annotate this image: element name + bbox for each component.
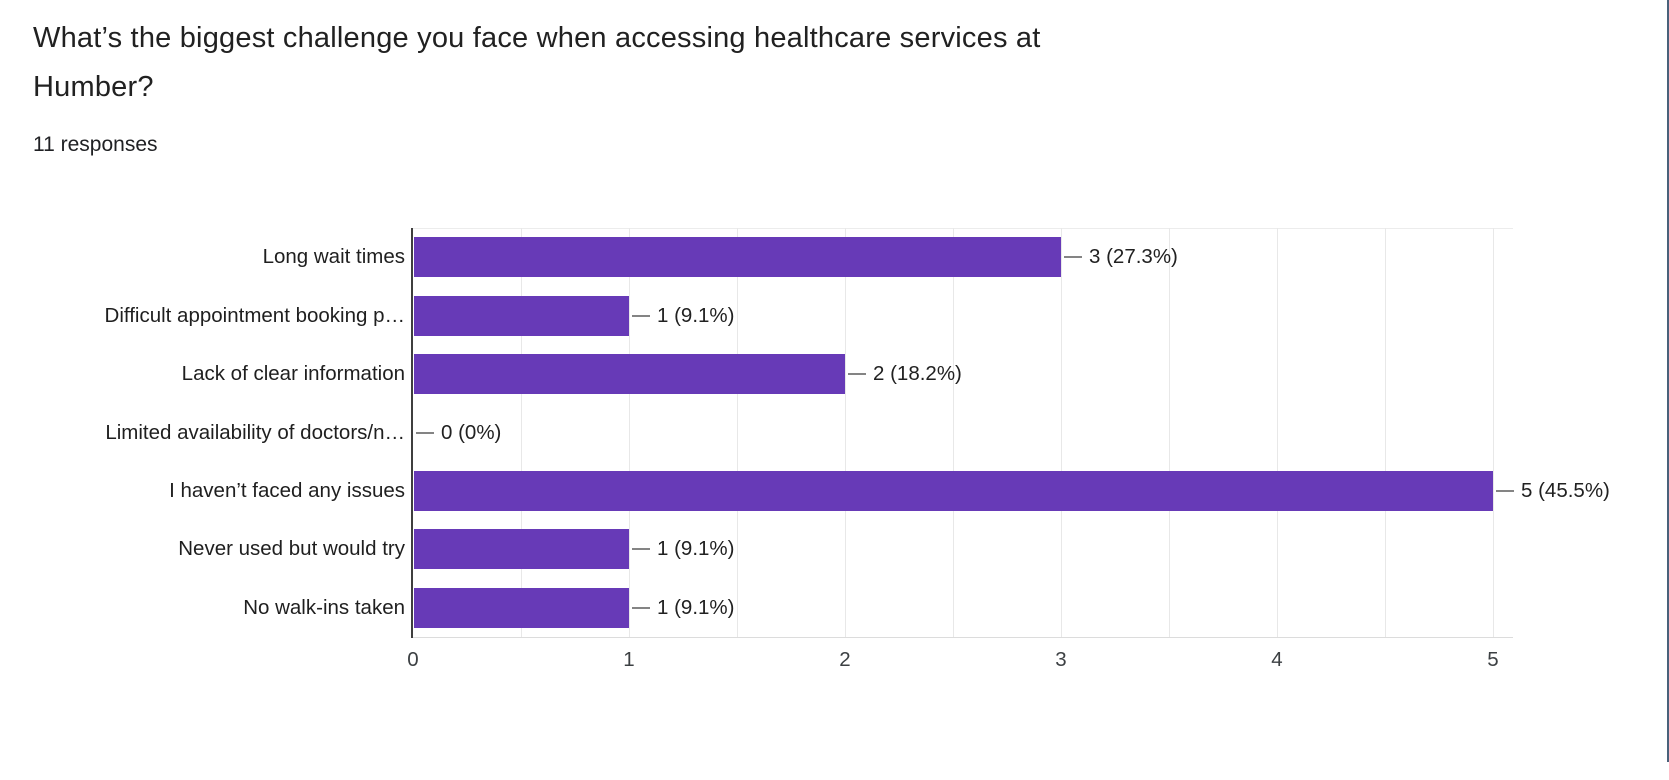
chart-plot-area: [411, 228, 1513, 638]
gridline-minor: [1385, 228, 1386, 637]
gridline-major: [1061, 228, 1062, 637]
value-label: 1 (9.1%): [657, 595, 735, 619]
gridline-major: [1493, 228, 1494, 637]
value-callout-line: [632, 314, 650, 317]
bar: [414, 354, 845, 395]
response-count: 11 responses: [33, 133, 158, 156]
gridline-minor: [737, 228, 738, 637]
gridline-minor: [521, 228, 522, 637]
category-label: Never used but would try: [178, 537, 405, 561]
bar: [414, 587, 629, 628]
bar: [414, 529, 629, 570]
x-tick-label: 3: [1055, 648, 1067, 671]
category-label: Lack of clear information: [181, 362, 405, 386]
value-callout-line: [416, 431, 434, 434]
category-label: Limited availability of doctors/n…: [105, 420, 405, 444]
value-callout-line: [632, 606, 650, 609]
x-axis-baseline: [413, 637, 1513, 638]
gridline-major: [629, 228, 630, 637]
value-label: 5 (45.5%): [1521, 478, 1610, 502]
question-title-line-2: Humber?: [33, 71, 154, 103]
value-callout-line: [632, 548, 650, 551]
question-title: What’s the biggest challenge you face wh…: [33, 14, 1041, 112]
category-label: Long wait times: [262, 245, 405, 269]
bar: [414, 470, 1493, 511]
value-label: 1 (9.1%): [657, 303, 735, 327]
category-label: I haven’t faced any issues: [169, 478, 405, 502]
gridline-minor: [953, 228, 954, 637]
x-tick-label: 2: [839, 648, 851, 671]
bar: [414, 295, 629, 336]
value-label: 2 (18.2%): [873, 362, 962, 386]
category-label: No walk-ins taken: [243, 595, 405, 619]
x-tick-label: 4: [1271, 648, 1283, 671]
question-title-line-1: What’s the biggest challenge you face wh…: [33, 22, 1041, 54]
y-axis-line: [411, 228, 413, 638]
value-label: 0 (0%): [441, 420, 502, 444]
value-callout-line: [1496, 489, 1514, 492]
x-tick-label: 5: [1487, 648, 1499, 671]
value-callout-line: [848, 373, 866, 376]
value-label: 3 (27.3%): [1089, 245, 1178, 269]
value-callout-line: [1064, 256, 1082, 259]
value-label: 1 (9.1%): [657, 537, 735, 561]
category-label: Difficult appointment booking p…: [104, 303, 405, 327]
gridline-major: [1277, 228, 1278, 637]
x-tick-label: 0: [407, 648, 419, 671]
gridline-major: [845, 228, 846, 637]
right-edge-border: [1667, 0, 1669, 762]
gridline-minor: [1169, 228, 1170, 637]
bar: [414, 237, 1061, 278]
x-tick-label: 1: [623, 648, 635, 671]
plot-top-border: [413, 228, 1513, 229]
